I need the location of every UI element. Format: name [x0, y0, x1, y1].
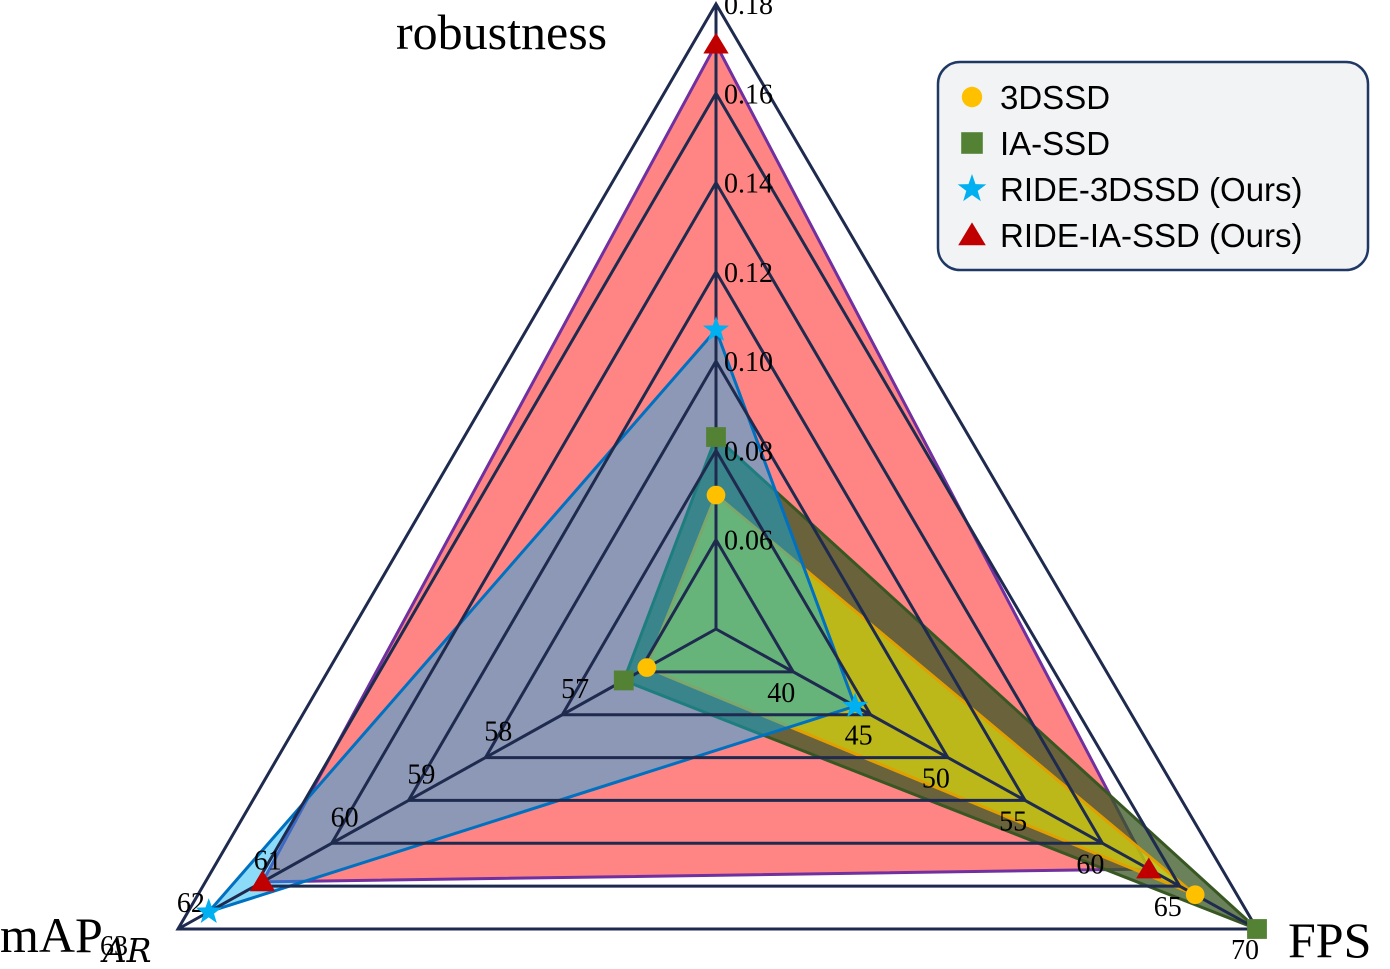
radar-grid [175, 1, 1260, 931]
legend-marker-ride-3dssd-ours [957, 174, 987, 202]
tick-label-robustness-0_14: 0.14 [724, 169, 773, 200]
data-point-ride-3dssd-ours-fps [842, 692, 869, 718]
tick-label-robustness-0_06: 0.06 [724, 526, 773, 557]
legend-label-ride-3dssd-ours: RIDE-3DSSD (Ours) [1000, 171, 1303, 208]
grid-ring-7 [175, 1, 1260, 931]
tick-label-fps-40: 40 [767, 678, 795, 709]
data-point-3dssd-map [637, 658, 657, 677]
axis-title-robustness: robustness [396, 4, 607, 60]
axis-title-map-main: mAP [0, 907, 103, 963]
legend-box [936, 60, 1370, 272]
tick-label-map-58: 58 [484, 717, 512, 748]
tick-label-fps-65: 65 [1154, 892, 1182, 923]
tick-label-robustness-0_08: 0.08 [724, 436, 773, 467]
legend-marker-ride-ia-ssd-ours [958, 222, 986, 246]
data-point-ride-3dssd-ours-robustness [702, 316, 730, 341]
legend-marker-ia-ssd [961, 132, 983, 154]
grid-ring-3 [482, 358, 951, 760]
legend-label-ia-ssd: IA-SSD [1000, 125, 1110, 162]
series-markers [195, 32, 1267, 939]
grid-ring-5 [329, 179, 1106, 845]
data-point-ride-ia-ssd-ours-robustness [703, 32, 729, 54]
data-point-3dssd-robustness [706, 485, 726, 505]
data-point-ia-ssd-fps [1247, 919, 1267, 939]
data-point-3dssd-fps [1185, 885, 1205, 905]
tick-label-robustness-0_16: 0.16 [724, 79, 773, 110]
data-point-ride-ia-ssd-ours-fps [1136, 857, 1162, 879]
tick-label-map-61: 61 [254, 845, 282, 876]
tick-label-fps-45: 45 [845, 721, 873, 752]
series-area-3dssd [645, 493, 1197, 897]
grid-ring-6 [252, 90, 1183, 888]
tick-labels: 0.06 0.08 0.10 0.12 0.14 0.16 0.18 40 45 50 55 60 65… [100, 0, 1259, 966]
grid-spoke-fps [715, 627, 1258, 931]
axis-title-fps: FPS [1288, 912, 1371, 968]
grid-ring-1 [636, 536, 796, 674]
tick-label-map-60: 60 [331, 802, 359, 833]
tick-label-fps-60: 60 [1076, 849, 1104, 880]
tick-label-map-57: 57 [561, 674, 589, 705]
data-point-ride-3dssd-ours-map [195, 898, 222, 923]
axis-title-map-subscript: AR [100, 931, 152, 969]
legend-label-3dssd: 3DSSD [1000, 79, 1110, 116]
tick-label-robustness-0_18: 0.18 [724, 0, 773, 21]
tick-label-fps-70: 70 [1231, 935, 1259, 966]
legend: 3DSSD IA-SSD RIDE-3DSSD (Ours) RIDE-IA-SSD … [936, 60, 1370, 272]
tick-label-map-62: 62 [177, 888, 205, 919]
tick-label-map-59: 59 [407, 760, 435, 791]
data-point-ride-ia-ssd-ours-map [249, 870, 276, 892]
tick-label-fps-50: 50 [922, 764, 950, 795]
grid-ring-4 [405, 268, 1028, 802]
legend-marker-3dssd [961, 86, 983, 108]
tick-label-fps-55: 55 [999, 806, 1027, 837]
tick-label-robustness-0_10: 0.10 [724, 347, 773, 378]
tick-label-map-63: 63 [100, 931, 128, 962]
axis-title-map: mAPAR [0, 907, 152, 969]
data-point-ia-ssd-map [613, 670, 634, 691]
legend-label-ride-ia-ssd-ours: RIDE-IA-SSD (Ours) [1000, 217, 1303, 254]
tick-label-robustness-0_12: 0.12 [724, 258, 773, 289]
data-point-ia-ssd-robustness [706, 427, 726, 447]
grid-ring-2 [559, 447, 874, 717]
